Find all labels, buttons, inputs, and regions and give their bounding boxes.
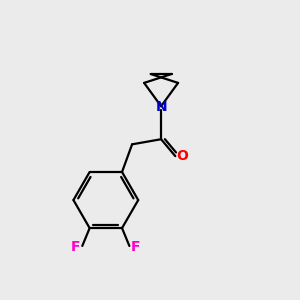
Text: N: N xyxy=(155,100,167,114)
Text: O: O xyxy=(176,149,188,163)
Text: F: F xyxy=(131,240,141,254)
Text: F: F xyxy=(71,240,81,254)
